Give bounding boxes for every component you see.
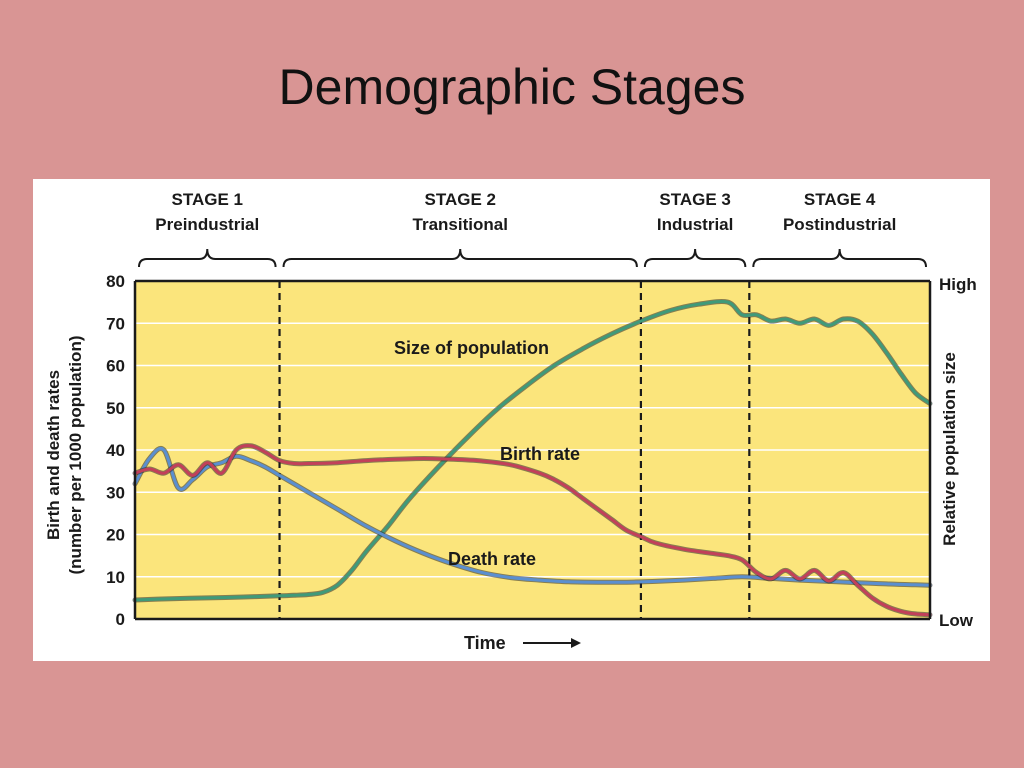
y-tick-label-80: 80	[106, 272, 125, 291]
stage-brace-4	[752, 248, 927, 268]
y-tick-label-20: 20	[106, 526, 125, 545]
axes	[133, 279, 932, 621]
stage-label-1: Preindustrial	[155, 215, 259, 234]
stage-label-2: Transitional	[413, 215, 508, 234]
slide-title: Demographic Stages	[278, 59, 746, 115]
chart-panel: STAGE 1 Preindustrial STAGE 2 Transitional S…	[33, 179, 990, 661]
annotation-birth-rate: Birth rate	[500, 444, 580, 464]
y-tick-label-0: 0	[116, 610, 125, 629]
y-axis-label: Birth and death rates	[44, 370, 63, 540]
stage-brace-2	[282, 248, 638, 268]
y-axis-sublabel: (number per 1000 population)	[66, 336, 85, 575]
y-tick-label-30: 30	[106, 483, 125, 502]
annotation-death-rate: Death rate	[448, 549, 536, 569]
series-population	[132, 299, 933, 603]
series-population-line	[133, 300, 932, 602]
y2-axis-label: Relative population size	[940, 352, 959, 546]
stage-name-4: STAGE 4	[804, 190, 876, 209]
stage-header-2: STAGE 2 Transitional	[282, 190, 638, 268]
series-lines	[132, 299, 933, 618]
y2-tick-low: Low	[939, 611, 974, 630]
y2-tick-high: High	[939, 275, 977, 294]
stage-name-1: STAGE 1	[172, 190, 243, 209]
stage-header-1: STAGE 1 Preindustrial	[138, 190, 277, 268]
stage-name-2: STAGE 2	[424, 190, 495, 209]
stage-header-3: STAGE 3 Industrial	[643, 190, 747, 268]
series-death-line	[133, 446, 932, 587]
stage-brace-1	[138, 248, 277, 268]
y-tick-label-50: 50	[106, 399, 125, 418]
stage-label-3: Industrial	[657, 215, 734, 234]
series-death	[132, 445, 933, 588]
stage-brace-3	[643, 248, 747, 268]
annotation-population: Size of population	[394, 338, 549, 358]
stage-label-4: Postindustrial	[783, 215, 896, 234]
y-tick-label-10: 10	[106, 568, 125, 587]
series-birth-line	[133, 444, 932, 617]
stage-name-3: STAGE 3	[659, 190, 730, 209]
stage-header-4: STAGE 4 Postindustrial	[752, 190, 927, 268]
y-tick-label-40: 40	[106, 441, 125, 460]
y-tick-label-60: 60	[106, 357, 125, 376]
x-axis-label: Time	[464, 633, 506, 653]
y-tick-label-70: 70	[106, 314, 125, 333]
time-arrow-icon	[523, 638, 581, 648]
y-tick-labels: 0 10 20 30 40 50 60 70 80	[106, 272, 125, 629]
series-birth	[132, 443, 933, 618]
